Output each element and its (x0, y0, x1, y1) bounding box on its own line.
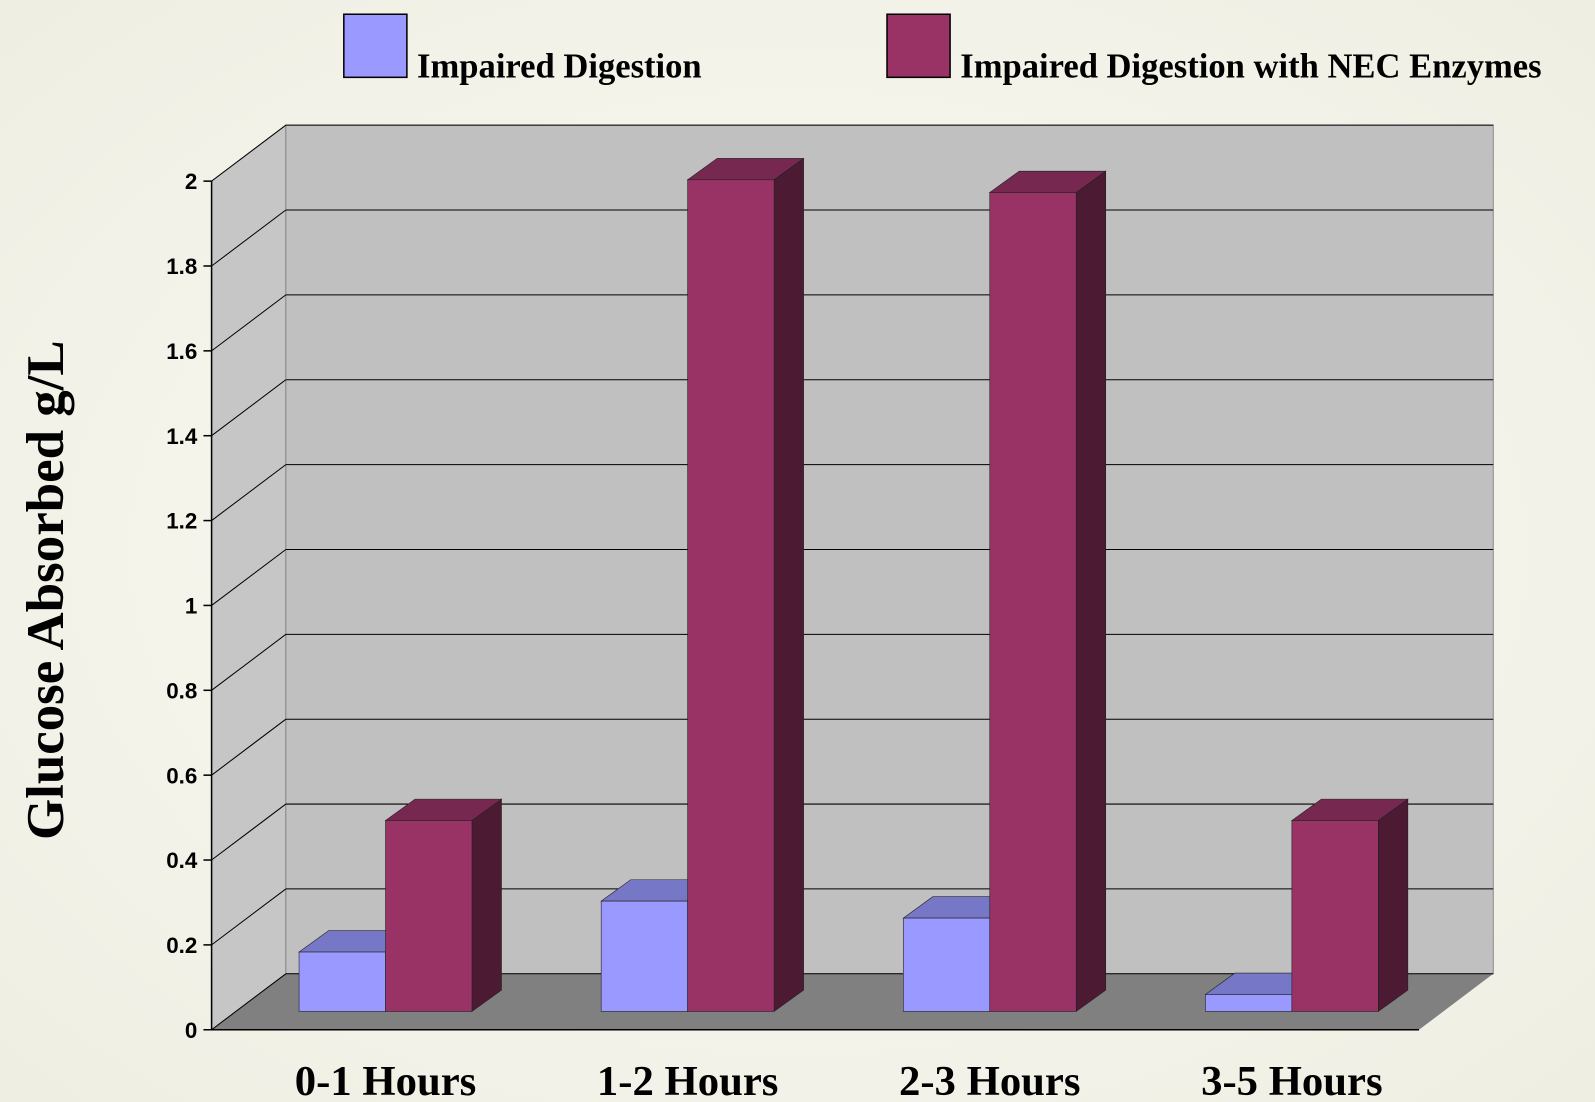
bar (385, 820, 473, 1012)
x-tick-label: 1-2 Hours (597, 1058, 779, 1102)
x-tick-label: 0-1 Hours (295, 1058, 477, 1102)
grid-line (211, 124, 287, 182)
legend-swatch (343, 13, 408, 79)
grid-line (211, 294, 287, 352)
y-tick-label: 0.6 (166, 763, 197, 788)
y-tick-label: 1 (185, 594, 197, 619)
legend-label: Impaired Digestion (417, 47, 702, 85)
floor (211, 973, 1494, 1030)
bar (1291, 820, 1379, 1012)
grid-line (211, 888, 287, 946)
y-tick-label: 1.4 (166, 424, 198, 449)
labels: 0 0.2 0.4 0.6 0.8 1 1.2 1.4 1.6 1.8 2 0-1 Hours 1-2 … (166, 13, 1542, 1102)
grid-line (211, 973, 287, 1031)
y-axis-label: Glucose Absorbed g/L (17, 340, 75, 840)
bar-side (773, 157, 804, 1013)
bars (298, 157, 1409, 1013)
y-tick-label: 0.8 (166, 678, 197, 703)
grid-line (211, 803, 287, 861)
y-tick-label: 1.8 (166, 254, 197, 279)
bar-side (1378, 798, 1409, 1013)
y-tick-label: 0.4 (166, 848, 198, 873)
bar (989, 192, 1077, 1012)
bar (298, 951, 386, 1012)
x-tick-label: 3-5 Hours (1201, 1058, 1383, 1102)
grid-line (211, 464, 287, 521)
x-tick-label: 2-3 Hours (899, 1058, 1081, 1102)
y-tick-label: 2 (185, 169, 197, 194)
bar (600, 900, 688, 1012)
grid-line (211, 379, 287, 437)
bar-side (1075, 170, 1107, 1013)
y-tick-label: 1.6 (166, 339, 197, 364)
bar (687, 179, 775, 1012)
bar-side (471, 798, 502, 1013)
y-tick-label: 0 (185, 1018, 197, 1043)
bar (902, 917, 991, 1012)
legend-label: Impaired Digestion with NEC Enzymes (960, 47, 1541, 85)
y-tick-label: 1.2 (166, 509, 197, 534)
y-tick-label: 0.2 (166, 933, 197, 958)
legend-swatch (886, 13, 951, 79)
grid-line (211, 549, 287, 606)
grid-line (211, 718, 287, 776)
grid-line (211, 209, 287, 267)
bar (1205, 994, 1293, 1012)
grid-line (211, 633, 287, 691)
